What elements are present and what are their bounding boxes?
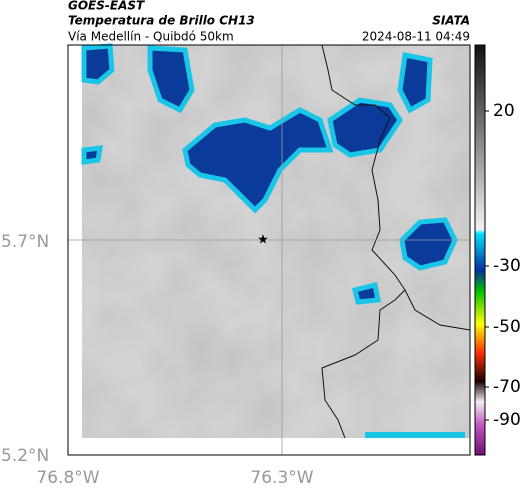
colorbar-label: -90: [493, 410, 521, 430]
route: Vía Medellín - Quibdó 50km: [68, 30, 234, 44]
colorbar-label: -50: [493, 317, 521, 337]
lon-label: 76.8°W: [36, 468, 99, 488]
source: GOES-EAST: [68, 0, 145, 13]
coastline: [321, 44, 471, 439]
colorbar-label: 20: [493, 101, 515, 121]
colorbar-label: -30: [493, 256, 521, 276]
colorbar: [474, 44, 486, 456]
satellite-image: [81, 43, 470, 438]
title: Temperatura de Brillo CH13: [68, 14, 255, 28]
datetime: 2024-08-11 04:49: [362, 30, 470, 44]
lat-label: 5.7°N: [1, 232, 49, 252]
lon-label: 76.3°W: [250, 468, 313, 488]
lat-label: 5.2°N: [1, 446, 49, 466]
org: SIATA: [432, 14, 470, 28]
map-frame: [67, 44, 471, 456]
colorbar-label: -70: [493, 377, 521, 397]
location-marker: ★: [257, 233, 269, 248]
colorbar-ticks: 20 -30 -50 -70 -90: [485, 101, 521, 430]
